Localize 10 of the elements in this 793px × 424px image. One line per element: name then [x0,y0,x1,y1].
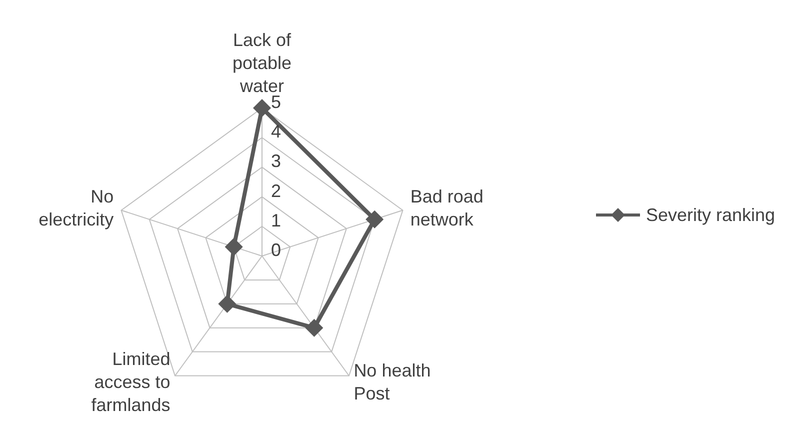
legend-label: Severity ranking [646,204,775,226]
y-tick-label: 0 [270,240,282,260]
y-tick-label: 3 [270,151,282,172]
y-tick-label: 4 [270,122,282,142]
spoke-label: No health Post [354,360,431,404]
spoke-label: Bad road network [410,186,484,230]
spoke-label: Limited access to farmlands [91,349,170,416]
y-tick-label: 1 [270,210,282,230]
spoke-label: No electricity [38,186,114,230]
y-tick-label: 2 [270,180,282,201]
